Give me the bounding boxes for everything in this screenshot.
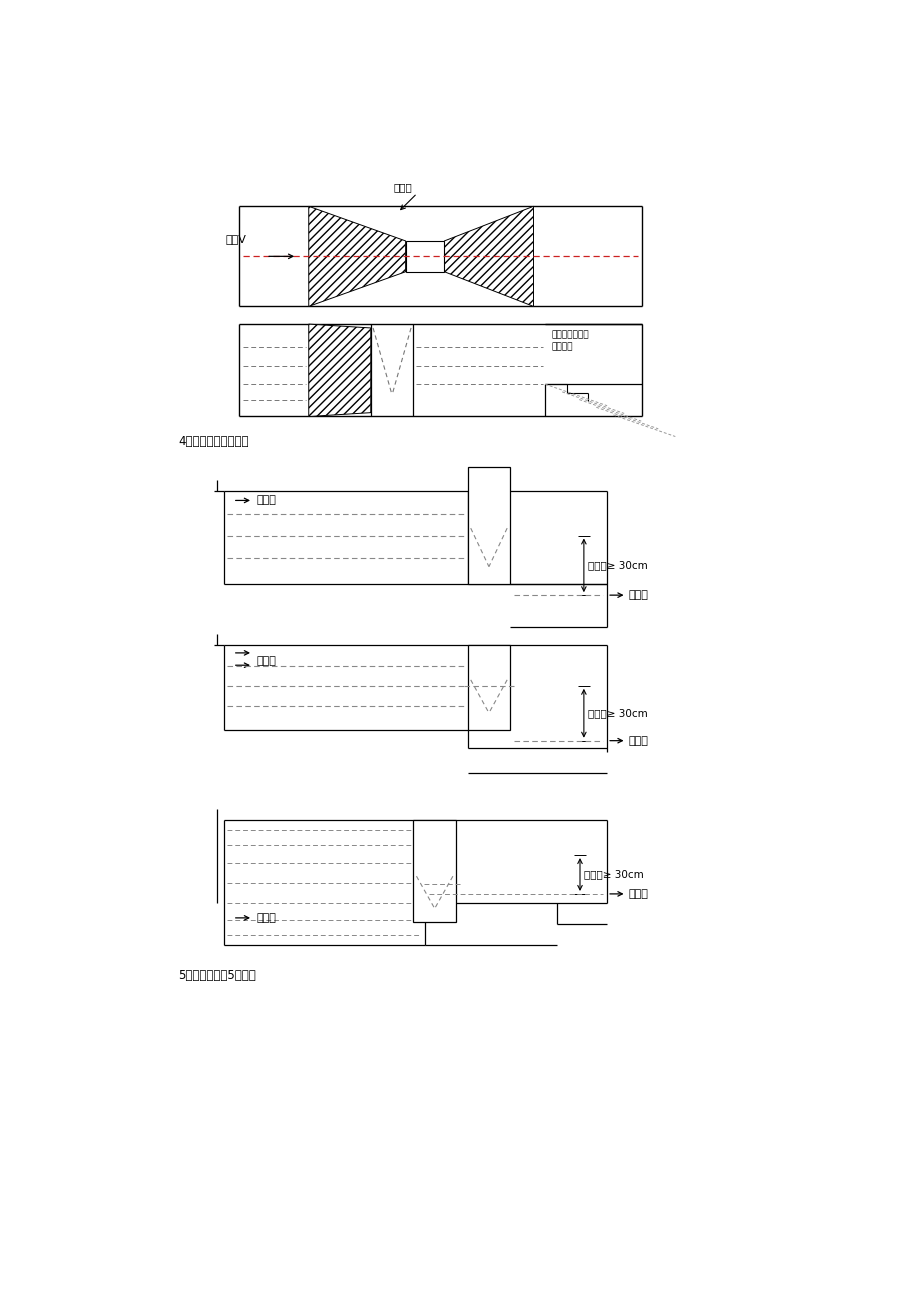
Bar <box>405 241 444 272</box>
Polygon shape <box>309 206 405 306</box>
Text: 水位差≥ 30cm: 水位差≥ 30cm <box>587 560 647 570</box>
Text: 流向V: 流向V <box>225 234 245 245</box>
Polygon shape <box>444 206 533 306</box>
Bar <box>467 646 510 730</box>
Text: 下游保证水位差
灸水畅通: 下游保证水位差 灸水畅通 <box>550 331 588 352</box>
Text: 混凝土: 混凝土 <box>393 182 413 193</box>
Text: 5、举例说明（5号槽）: 5、举例说明（5号槽） <box>178 969 256 982</box>
Text: 进水口: 进水口 <box>255 656 276 665</box>
Text: 水位差≥ 30cm: 水位差≥ 30cm <box>587 708 647 719</box>
Polygon shape <box>309 324 370 417</box>
Text: 出水口: 出水口 <box>629 590 648 600</box>
Bar <box>467 466 510 583</box>
Text: 水位差≥ 30cm: 水位差≥ 30cm <box>584 870 643 880</box>
Text: 出水口: 出水口 <box>629 889 648 898</box>
Text: 4、安装中的几种情况: 4、安装中的几种情况 <box>178 435 249 448</box>
Bar <box>413 820 456 922</box>
Text: 出水口: 出水口 <box>629 736 648 746</box>
Text: 进水口: 进水口 <box>255 913 276 923</box>
Text: 进水口: 进水口 <box>255 496 276 505</box>
